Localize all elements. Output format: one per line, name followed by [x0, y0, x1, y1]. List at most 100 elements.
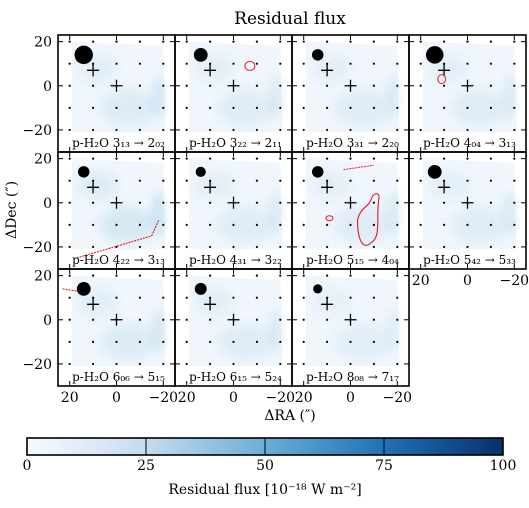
grid-dot — [419, 179, 422, 182]
residual-patch — [384, 308, 401, 353]
beam-disc — [195, 166, 206, 177]
grid-dot — [349, 296, 352, 299]
residual-patch — [150, 191, 167, 236]
grid-dot — [279, 318, 282, 321]
grid-dot — [232, 106, 235, 109]
residual-contour — [244, 60, 256, 71]
grid-dot — [92, 340, 95, 343]
colorbar: 0 25 50 75 100 Residual flux [10⁻¹⁸ W m⁻²] — [23, 437, 516, 498]
grid-dot — [68, 340, 71, 343]
grid-dot — [396, 223, 399, 226]
source-cross — [344, 79, 357, 92]
grid-dot — [279, 340, 282, 343]
grid-dot — [92, 318, 95, 321]
grid-dot — [138, 245, 141, 249]
residual-contour — [76, 220, 160, 259]
grid-dot — [513, 62, 516, 65]
grid-dot — [68, 106, 71, 109]
grid-dot — [326, 128, 329, 132]
grid-dot — [209, 201, 212, 204]
panel-label: p-H₂O 4₃₁ → 3₂₂ — [189, 253, 282, 267]
grid-dot — [232, 274, 235, 277]
grid-dot — [279, 128, 282, 132]
grid-dot — [302, 201, 305, 204]
grid-dot — [279, 245, 282, 249]
grid-dot — [92, 128, 95, 132]
source-cross — [321, 181, 334, 194]
beam-disc — [76, 281, 91, 296]
grid-dot — [115, 62, 118, 65]
y-tick-label: 20 — [34, 35, 52, 51]
beam-disc — [194, 282, 207, 295]
grid-dot — [489, 223, 492, 226]
grid-dot — [349, 157, 352, 160]
grid-dot — [115, 274, 118, 277]
grid-dot — [255, 274, 258, 277]
source-cross — [87, 181, 100, 194]
x-tick-label: 20 — [178, 390, 196, 406]
grid-dot — [466, 223, 469, 226]
grid-dot — [302, 223, 305, 226]
source-cross — [110, 196, 123, 209]
grid-dot — [115, 223, 118, 226]
grid-dot — [68, 362, 71, 366]
colorbar-tick-label: 0 — [23, 458, 32, 474]
grid-dot — [326, 296, 329, 299]
grid-dot — [302, 340, 305, 343]
x-tick-label: 20 — [412, 273, 430, 289]
source-cross — [110, 79, 123, 92]
grid-dot — [185, 106, 188, 109]
panel: p-H₂O 5₄₂ → 5₃₃ 20 0 −20 — [408, 151, 529, 289]
colorbar-tick-label: 50 — [256, 458, 274, 474]
y-tick-label: 0 — [43, 196, 52, 212]
grid-dot — [232, 179, 235, 182]
grid-dot — [138, 340, 141, 343]
grid-dot — [115, 296, 118, 299]
residual-patch — [100, 89, 157, 126]
panel: p-H₂O 4₃₁ → 3₂₂ — [174, 151, 293, 270]
source-cross — [227, 196, 240, 209]
grid-dot — [443, 62, 446, 65]
grid-dot — [255, 179, 258, 182]
grid-dot — [349, 223, 352, 226]
grid-dot — [419, 128, 422, 132]
grid-dot — [326, 40, 329, 43]
grid-dot — [396, 106, 399, 109]
grid-dot — [92, 201, 95, 204]
grid-dot — [419, 245, 422, 249]
grid-dot — [138, 274, 141, 277]
grid-dot — [302, 245, 305, 249]
grid-dot — [92, 40, 95, 43]
residual-patch — [267, 191, 284, 236]
grid-dot — [68, 223, 71, 226]
grid-dot — [489, 84, 492, 87]
grid-dot — [209, 128, 212, 132]
grid-dot — [162, 84, 165, 87]
x-tick-label: 20 — [295, 390, 313, 406]
grid-dot — [372, 274, 375, 277]
panel: p-H₂O 4₂₂ → 3₁₃ 20 0 −20 — [22, 151, 176, 270]
grid-dot — [279, 62, 282, 65]
grid-dot — [326, 179, 329, 182]
grid-dot — [326, 362, 329, 366]
grid-dot — [162, 362, 165, 366]
grid-dot — [162, 245, 165, 249]
grid-dot — [279, 296, 282, 299]
grid-dot — [138, 318, 141, 321]
source-cross — [344, 313, 357, 326]
panel: p-H₂O 3₂₂ → 2₁₁ — [174, 34, 293, 153]
grid-dot — [513, 128, 516, 132]
grid-dot — [513, 201, 516, 204]
grid-dot — [489, 40, 492, 43]
grid-dot — [419, 201, 422, 204]
grid-dot — [326, 318, 329, 321]
grid-dot — [489, 157, 492, 160]
grid-dot — [255, 223, 258, 226]
grid-dot — [349, 340, 352, 343]
grid-dot — [209, 84, 212, 87]
residual-patch — [428, 171, 469, 200]
grid-dot — [162, 106, 165, 109]
grid-dot — [396, 157, 399, 160]
grid-dot — [279, 106, 282, 109]
panel-label: p-H₂O 8₀₈ → 7₁₇ — [306, 370, 399, 384]
